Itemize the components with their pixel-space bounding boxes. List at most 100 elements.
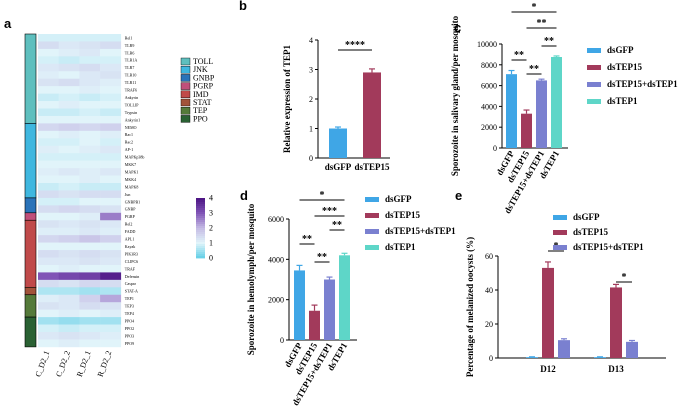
color-scale-segment <box>196 212 205 215</box>
heatmap-cell <box>38 153 59 161</box>
heatmap-cell <box>79 302 101 310</box>
heatmap-cell <box>79 279 101 288</box>
heatmap-cell <box>100 71 122 79</box>
heatmap-cell <box>79 56 101 65</box>
legend-swatch <box>587 65 601 70</box>
heatmap-cell <box>100 78 122 87</box>
y-tick-label: 60 <box>485 252 493 261</box>
color-scale-segment <box>196 208 205 211</box>
heatmap-cell <box>79 86 101 94</box>
color-scale-segment <box>196 222 205 225</box>
heatmap-cell <box>58 153 80 161</box>
heatmap-cell <box>38 34 59 42</box>
heatmap-legend-label: GNBP <box>193 73 215 82</box>
color-scale-segment <box>196 206 205 209</box>
heatmap-cell <box>79 264 101 273</box>
heatmap-row-label: Rel2 <box>125 222 133 227</box>
heatmap-cell <box>100 63 122 72</box>
bar <box>506 74 517 148</box>
heatmap-row-label: GNBP <box>125 207 136 212</box>
legend-swatch <box>365 197 379 202</box>
heatmap-cell <box>38 168 59 176</box>
heatmap-group-bar-gnbp <box>24 197 37 214</box>
heatmap-row-label: TOLLIP <box>125 102 139 107</box>
heatmap-cell <box>79 250 101 258</box>
heatmap-cell <box>100 309 122 318</box>
bar <box>551 57 562 148</box>
bar <box>339 255 350 340</box>
y-tick-label: 2 <box>309 95 313 104</box>
heatmap-cell <box>58 294 80 303</box>
heatmap-cell <box>79 123 101 132</box>
heatmap-cell <box>58 86 80 94</box>
heatmap-cell <box>58 332 80 340</box>
heatmap-cell <box>38 287 59 296</box>
panel-label-a: a <box>4 16 12 31</box>
color-scale-tick: 4 <box>209 194 213 203</box>
bar <box>309 310 320 340</box>
heatmap-cell <box>100 138 122 147</box>
heatmap-cell <box>79 205 101 214</box>
heatmap-cell <box>58 317 80 325</box>
color-scale-segment <box>196 204 205 207</box>
bar <box>329 128 347 158</box>
heatmap-cell <box>58 272 80 281</box>
y-tick-label: 2000 <box>268 296 284 305</box>
y-tick-label: 40 <box>485 286 493 295</box>
legend-label: dsTEP15+dsTEP1 <box>607 79 678 89</box>
heatmap-row-label: APL1 <box>125 237 135 242</box>
legend-swatch <box>587 82 601 87</box>
heatmap-cell <box>38 250 59 258</box>
heatmap-row-label: TRAF6 <box>125 88 137 93</box>
significance-stars: * <box>532 2 537 13</box>
heatmap-cell <box>38 93 59 102</box>
heatmap-cell <box>58 145 80 154</box>
heatmap-cell <box>58 78 80 87</box>
legend-swatch <box>365 229 379 234</box>
heatmap-cell <box>79 190 101 199</box>
heatmap-legend-swatch <box>180 115 191 123</box>
bar <box>526 357 538 358</box>
color-scale-segment <box>196 226 205 229</box>
heatmap-cell <box>79 101 101 109</box>
y-tick-label: 3 <box>309 66 313 75</box>
heatmap-row-label: TLR1A <box>125 58 138 63</box>
bar <box>536 80 547 148</box>
heatmap-cell <box>100 324 122 333</box>
heatmap-row-label: MAPK8 <box>125 184 139 189</box>
heatmap-row-label: STAT-A <box>125 289 138 294</box>
heatmap-row-label: Ankyrin <box>125 95 138 100</box>
legend-swatch <box>365 213 379 218</box>
heatmap-cell <box>100 168 122 176</box>
heatmap-row-label: PIK3R3 <box>125 251 138 256</box>
heatmap-cell <box>100 250 122 258</box>
color-scale-segment <box>196 240 205 243</box>
x-tick-label: dsGFP <box>325 162 352 172</box>
heatmap-cell <box>100 302 122 310</box>
heatmap-cell <box>58 197 80 206</box>
heatmap-cell <box>58 160 80 169</box>
color-scale-segment <box>196 216 205 219</box>
heatmap-cell <box>58 287 80 296</box>
heatmap-cell <box>38 332 59 340</box>
significance-stars: ** <box>544 36 554 47</box>
heatmap-row-label: PPO9 <box>125 341 134 346</box>
heatmap-cell <box>38 190 59 199</box>
heatmap-cell <box>100 205 122 214</box>
significance-stars: ** <box>317 252 327 263</box>
heatmap-row-label: GNBPB1 <box>125 199 140 204</box>
heatmap-column-label: R_D2_2 <box>96 350 114 379</box>
bar <box>558 340 570 358</box>
heatmap-row-label: PPO4 <box>125 318 134 323</box>
panel-a-heatmap: a Rel1 TLR9 TLR6 TLR1A TLR7 TLR10 TLR11 TRAF6 An… <box>4 16 215 378</box>
heatmap-cell <box>100 130 122 139</box>
x-tick-label: D12 <box>540 364 556 374</box>
heatmap-legend-swatch <box>180 98 191 107</box>
heatmap-cell <box>38 212 59 221</box>
heatmap-legend-label: PGRP <box>193 82 214 91</box>
heatmap-cell <box>79 34 101 42</box>
heatmap-group-bar-tep <box>24 294 37 318</box>
legend-label: dsGFP <box>385 194 412 204</box>
heatmap-cell <box>58 183 80 191</box>
panel-c-bar-chart: c 0 2000 4000 6000 8000 10000 Sporozoite in sa… <box>450 2 678 215</box>
